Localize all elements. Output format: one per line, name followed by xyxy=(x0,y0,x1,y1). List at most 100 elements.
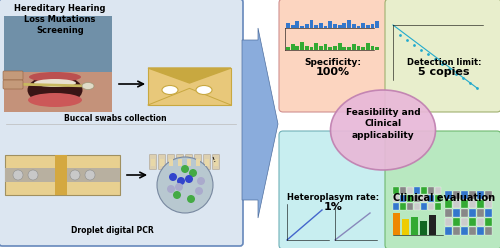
Bar xyxy=(414,195,420,202)
Bar xyxy=(400,187,406,194)
Bar xyxy=(469,227,476,235)
Bar xyxy=(319,46,322,50)
FancyBboxPatch shape xyxy=(150,155,156,169)
Ellipse shape xyxy=(162,86,178,94)
Text: 5 copies: 5 copies xyxy=(418,67,470,77)
Bar xyxy=(453,209,460,217)
Bar xyxy=(160,159,164,166)
Circle shape xyxy=(189,169,197,177)
Bar xyxy=(300,26,304,28)
Ellipse shape xyxy=(196,86,212,94)
Bar xyxy=(445,227,452,235)
Polygon shape xyxy=(148,68,231,83)
Bar xyxy=(445,191,452,199)
Bar xyxy=(485,227,492,235)
FancyBboxPatch shape xyxy=(279,0,387,112)
Bar xyxy=(414,203,420,210)
Bar xyxy=(333,46,337,50)
Bar xyxy=(469,191,476,199)
Circle shape xyxy=(175,183,183,191)
Circle shape xyxy=(177,177,185,185)
Bar xyxy=(305,24,308,28)
FancyBboxPatch shape xyxy=(385,0,500,112)
FancyBboxPatch shape xyxy=(204,155,210,169)
Bar xyxy=(485,218,492,226)
Bar xyxy=(338,25,342,28)
FancyBboxPatch shape xyxy=(279,131,387,248)
Bar xyxy=(366,25,370,28)
Ellipse shape xyxy=(29,72,81,82)
Bar xyxy=(428,187,434,194)
Bar xyxy=(314,25,318,28)
Bar xyxy=(477,218,484,226)
Bar xyxy=(314,43,318,50)
Bar xyxy=(305,46,308,50)
FancyBboxPatch shape xyxy=(385,131,500,248)
Bar xyxy=(477,200,484,208)
Bar xyxy=(356,46,360,50)
FancyBboxPatch shape xyxy=(168,155,174,169)
Bar xyxy=(393,203,399,210)
Text: 100%: 100% xyxy=(316,67,350,77)
Bar xyxy=(477,209,484,217)
Bar xyxy=(461,218,468,226)
Bar xyxy=(300,42,304,50)
Bar xyxy=(453,227,460,235)
Bar xyxy=(407,195,413,202)
Bar xyxy=(290,25,294,28)
Ellipse shape xyxy=(34,79,76,87)
Text: Droplet digital PCR: Droplet digital PCR xyxy=(70,226,154,235)
Bar xyxy=(4,16,112,75)
Bar xyxy=(461,191,468,199)
Bar xyxy=(370,24,374,28)
Bar xyxy=(376,47,379,50)
Text: Heteroplasym rate:: Heteroplasym rate: xyxy=(287,193,379,202)
Bar xyxy=(445,218,452,226)
Bar xyxy=(55,155,67,195)
FancyBboxPatch shape xyxy=(3,71,23,80)
Bar xyxy=(310,20,314,28)
Bar xyxy=(296,21,299,28)
Bar xyxy=(429,215,436,235)
Bar xyxy=(376,21,379,28)
Bar xyxy=(151,159,155,166)
Bar xyxy=(286,47,290,50)
Bar xyxy=(421,195,427,202)
Text: Buccal swabs collection: Buccal swabs collection xyxy=(64,114,166,123)
Bar xyxy=(428,203,434,210)
Bar xyxy=(4,16,112,112)
Bar xyxy=(402,219,409,235)
Bar xyxy=(445,200,452,208)
Circle shape xyxy=(173,191,181,199)
Text: Detection limit:: Detection limit: xyxy=(407,58,481,67)
Bar xyxy=(393,187,399,194)
Bar xyxy=(347,20,351,28)
Bar xyxy=(214,159,218,166)
Bar xyxy=(461,200,468,208)
Text: Hereditary Hearing
Loss Mutations
Screening: Hereditary Hearing Loss Mutations Screen… xyxy=(14,4,106,35)
Text: Feasibility and
Clinical
applicability: Feasibility and Clinical applicability xyxy=(346,108,420,140)
Bar xyxy=(393,213,400,235)
Bar xyxy=(411,217,418,235)
Bar xyxy=(187,159,191,166)
Bar xyxy=(361,23,365,28)
Bar xyxy=(445,209,452,217)
FancyBboxPatch shape xyxy=(158,155,166,169)
Bar xyxy=(400,203,406,210)
Bar xyxy=(435,187,441,194)
Bar xyxy=(356,26,360,28)
Bar xyxy=(469,200,476,208)
Ellipse shape xyxy=(85,170,95,180)
Bar xyxy=(453,218,460,226)
Bar xyxy=(469,209,476,217)
Circle shape xyxy=(187,195,195,203)
Bar xyxy=(421,187,427,194)
Bar xyxy=(324,44,328,50)
Bar xyxy=(296,46,299,50)
Ellipse shape xyxy=(82,83,94,90)
Bar xyxy=(400,195,406,202)
Bar xyxy=(435,203,441,210)
FancyBboxPatch shape xyxy=(0,0,243,246)
Bar xyxy=(453,191,460,199)
Bar xyxy=(319,23,322,28)
